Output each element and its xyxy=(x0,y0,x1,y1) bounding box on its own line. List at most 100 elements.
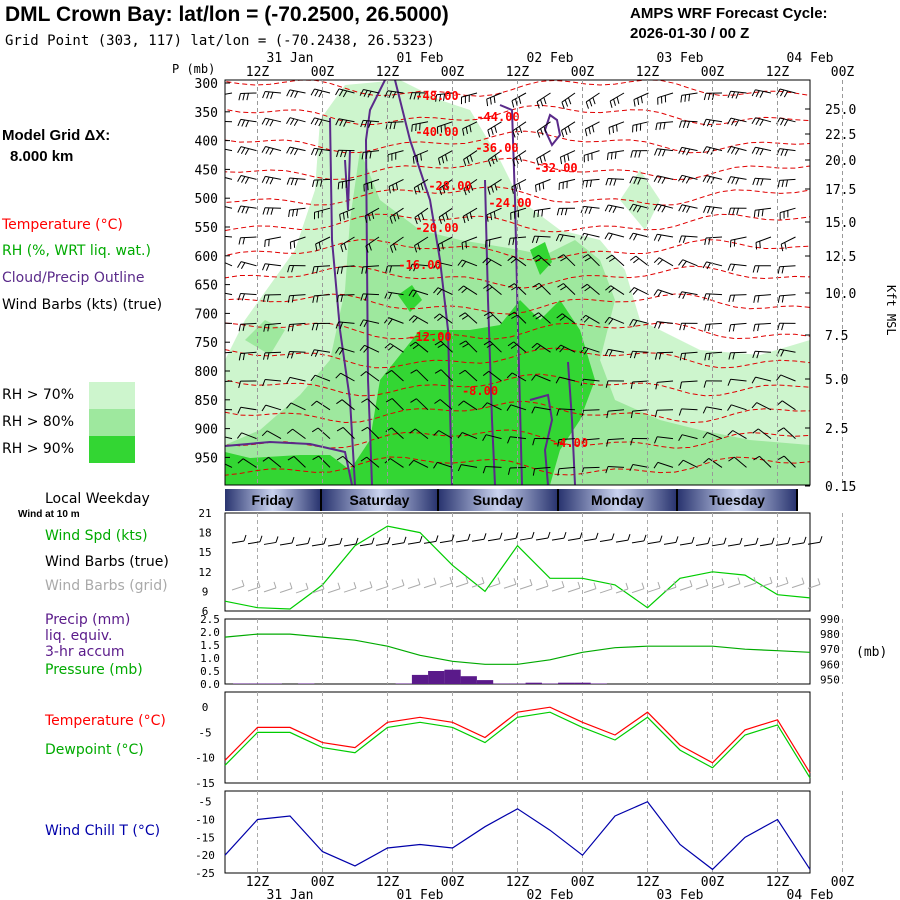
wind-barb-flag xyxy=(632,204,638,212)
wind-barb-flag xyxy=(584,256,592,262)
height-tick-label: 7.5 xyxy=(825,329,848,344)
wind-barb-shaft xyxy=(340,372,355,382)
temperature-line xyxy=(224,706,811,774)
wind-barb-flag xyxy=(286,351,290,359)
wind-barb-flag xyxy=(703,380,707,388)
wind-barb-flag xyxy=(244,148,250,155)
wind-barb-shaft xyxy=(463,285,478,296)
height-tick-label: 10.0 xyxy=(825,287,856,302)
rh80-label: RH > 80% xyxy=(2,414,75,430)
surface-wind-barb-true-flag xyxy=(387,537,391,544)
surface-wind-barb-true-flag xyxy=(371,537,375,544)
wind-barb-flag xyxy=(336,399,343,405)
wind-barb-flag xyxy=(706,119,711,127)
wind-barb-shaft xyxy=(780,236,796,245)
wind-barb-shaft xyxy=(488,370,502,382)
wind-barb-flag xyxy=(704,353,707,361)
wind-barb-flag xyxy=(760,178,764,186)
rh90-region xyxy=(225,300,595,485)
wind-barb-flag xyxy=(264,239,266,247)
wind-barb-flag xyxy=(286,402,292,409)
wind-barb-flag xyxy=(311,427,319,433)
cloud-outline-g xyxy=(543,113,562,147)
wind-barb-shaft xyxy=(514,311,527,324)
surface-wind-barb-true xyxy=(471,538,485,542)
wind-barb-shaft xyxy=(656,351,674,354)
isotherm-contour xyxy=(225,400,810,424)
wind-barb-flag xyxy=(335,118,340,126)
wind-barb-shaft xyxy=(538,282,551,295)
wind-barb-flag xyxy=(679,323,682,331)
wind-barb-shaft xyxy=(632,319,649,324)
surface-wind-barb-true xyxy=(503,537,517,541)
wind-barb-flag xyxy=(535,257,542,263)
wind-barb-shaft xyxy=(365,236,380,247)
wind-barb-flag xyxy=(728,207,731,216)
bottom-time-tick-label: 00Z xyxy=(571,875,595,890)
wind-barb-flag xyxy=(433,287,439,294)
wind-barb-flag xyxy=(445,212,449,220)
wind-barb-flag xyxy=(591,125,595,133)
wind-barb-shaft xyxy=(463,178,478,189)
windchill-tick-label: -25 xyxy=(195,867,215,880)
wind-barb-flag xyxy=(419,123,421,131)
model-grid-value: 8.000 km xyxy=(10,148,74,165)
wind-barb-shaft xyxy=(461,464,478,468)
wind-barb-flag xyxy=(728,324,732,332)
wind-barb-flag xyxy=(360,120,364,128)
wind-barb-flag xyxy=(310,374,316,382)
wind-barb-flag xyxy=(318,119,323,127)
surface-wind-barb-grid xyxy=(727,583,741,589)
surface-wind-barb-true xyxy=(583,538,597,542)
wind-barb-flag xyxy=(458,285,464,291)
wind-barb-flag xyxy=(681,260,687,268)
surface-wind-barb-grid-flag xyxy=(241,579,245,587)
wind-barb-flag xyxy=(270,92,274,99)
wind-barb-shaft xyxy=(730,351,747,354)
wind-barb-flag xyxy=(364,120,368,128)
surface-wind-barb-true-flag xyxy=(675,536,679,543)
surface-wind-barb-grid xyxy=(359,586,373,592)
wind-barb-shaft xyxy=(535,178,551,186)
pressure-tick-label: 650 xyxy=(195,279,218,294)
wind-barb-flag xyxy=(261,146,266,153)
wind-barb-shaft xyxy=(339,207,355,215)
wind-barb-shaft xyxy=(733,456,747,468)
wind-barb-flag xyxy=(238,380,241,389)
wind-barb-flag xyxy=(756,178,760,186)
surface-wind-barb-grid xyxy=(471,582,485,588)
temperature-contour-label: -28.00 xyxy=(428,179,471,193)
wind-barb-shaft xyxy=(362,293,380,296)
wind-barb-flag xyxy=(514,184,518,192)
wind-barb-flag xyxy=(583,316,590,323)
pressure-tick-label: 700 xyxy=(195,307,218,322)
wind-barb-flag xyxy=(633,177,638,185)
wind-barb-flag xyxy=(678,459,684,466)
wind-barb-flag xyxy=(441,156,445,164)
wind-barb-shaft xyxy=(464,369,478,382)
wind-barb-flag xyxy=(755,90,760,98)
wind-barb-flag xyxy=(751,376,756,384)
dewpoint-label: Dewpoint (°C) xyxy=(45,742,144,758)
wind-barb-shaft xyxy=(485,434,502,440)
surface-wind-barb-true-flag xyxy=(339,537,343,545)
wind-barb-shaft xyxy=(461,259,478,267)
wind-barb-flag xyxy=(389,245,394,253)
surface-wind-barb-grid-flag xyxy=(689,580,693,587)
wind-barb-flag xyxy=(242,93,245,101)
wind-barb-flag xyxy=(442,186,446,193)
wind-barb-flag xyxy=(589,179,592,187)
wind-barb-flag xyxy=(267,324,270,332)
day-friday: Friday xyxy=(225,489,322,511)
wind-barb-shaft xyxy=(412,263,429,267)
wind-barb-flag xyxy=(753,210,756,218)
surface-wind-barb-grid-flag xyxy=(577,581,581,589)
wind-barb-shaft xyxy=(391,427,404,439)
surface-wind-barb-true xyxy=(647,541,661,545)
surface-wind-barb-true xyxy=(759,543,773,547)
wind-barb-flag xyxy=(441,242,444,250)
surface-wind-barb-true-flag xyxy=(435,535,439,542)
top-time-tick-label: 12Z xyxy=(766,65,790,80)
surface-wind-barb-grid-flag xyxy=(321,582,325,590)
wind-barb-flag xyxy=(263,324,266,332)
